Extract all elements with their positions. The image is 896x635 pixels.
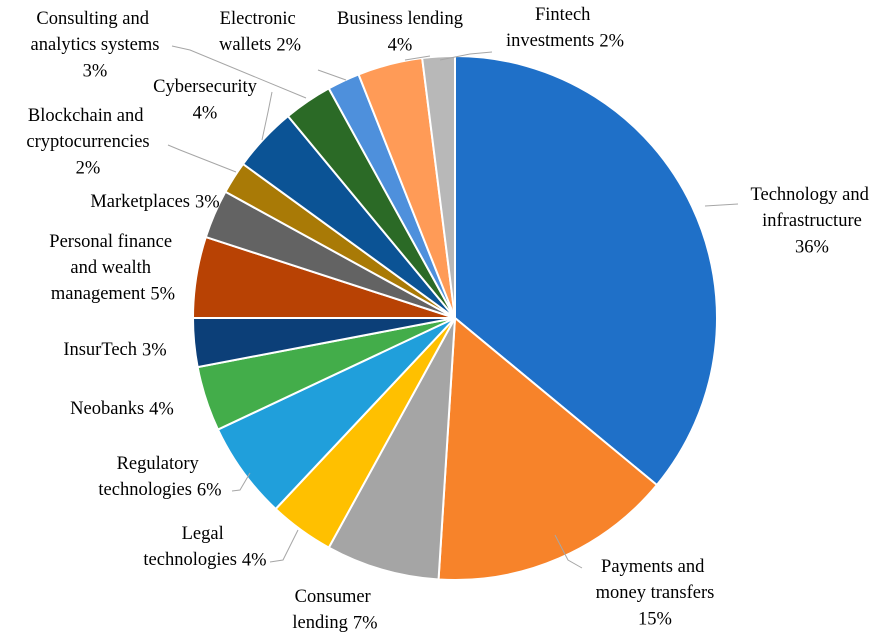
leader-line [231, 472, 251, 492]
slice-label: Neobanks [70, 399, 144, 419]
value-label: 3% [83, 61, 108, 81]
leader-line [554, 534, 583, 569]
slice-label: InsurTech [63, 340, 137, 360]
slice-label: Marketplaces [90, 192, 190, 212]
slice-label: Fintech investments [506, 5, 595, 51]
leader-line [439, 51, 493, 61]
value-label: 4% [388, 35, 413, 55]
value-label: 2% [76, 158, 101, 178]
value-label: 5% [150, 284, 175, 304]
value-label: 2% [599, 31, 624, 51]
slice-label: Cybersecurity [153, 77, 258, 97]
slice-label: Regulatory technologies [98, 454, 203, 500]
slice-label: Personal finance and wealth management [49, 232, 176, 304]
value-label: 4% [242, 550, 267, 570]
slice-label: Legal technologies [143, 524, 237, 570]
pie-slice [327, 317, 456, 581]
leader-line [171, 45, 307, 99]
slice-label: Consulting and analytics systems [31, 9, 160, 55]
pie [191, 54, 718, 581]
value-label: 7% [353, 613, 378, 633]
value-label: 2% [276, 35, 301, 55]
pie-slice [437, 315, 659, 581]
pie-slice [454, 54, 718, 487]
leader-line [704, 203, 739, 207]
slice-label: Business lending [337, 9, 463, 29]
value-label: 3% [142, 340, 167, 360]
leader-line [404, 55, 431, 61]
leader-line [269, 529, 299, 563]
slice-label: Consumer lending [292, 587, 375, 633]
value-label: 3% [195, 192, 220, 212]
value-label: 15% [638, 609, 672, 629]
slice-label: Blockchain and cryptocurrencies [26, 106, 149, 152]
value-label: 4% [149, 399, 174, 419]
value-label: 4% [193, 103, 218, 123]
leader-line [167, 144, 237, 173]
value-label: 6% [197, 480, 222, 500]
pie-slice [421, 54, 456, 319]
slice-label: Electronic wallets [219, 9, 300, 55]
leader-line [317, 69, 347, 81]
value-label: 36% [795, 237, 829, 257]
leader-lines [167, 45, 739, 569]
leader-line [261, 91, 273, 141]
slice-label: Technology and infrastructure [750, 185, 873, 231]
slice-label: Payments and money transfers [596, 557, 715, 603]
